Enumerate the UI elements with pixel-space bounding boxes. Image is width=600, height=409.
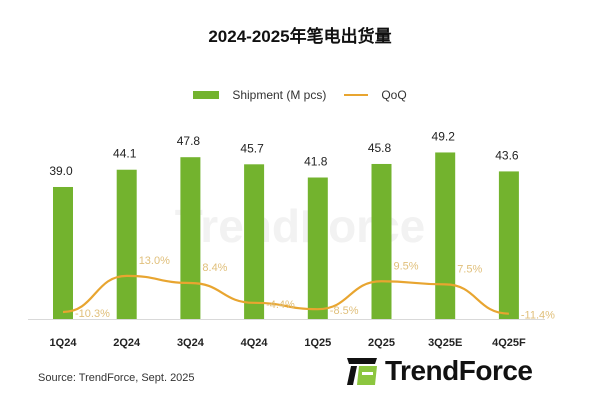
qoq-line bbox=[62, 274, 509, 315]
qoq-label-3Q25E: 7.5% bbox=[457, 263, 482, 275]
x-tick-4Q24: 4Q24 bbox=[241, 337, 269, 349]
x-tick-2Q25: 2Q25 bbox=[368, 337, 395, 349]
bar-label-4Q24: 45.7 bbox=[240, 141, 264, 155]
x-tick-2Q24: 2Q24 bbox=[113, 337, 141, 349]
bar-label-1Q24: 39.0 bbox=[49, 164, 73, 178]
bar-label-1Q25: 41.8 bbox=[304, 155, 328, 169]
legend-swatch-qoq bbox=[344, 94, 369, 96]
qoq-label-3Q24: 8.4% bbox=[202, 262, 227, 274]
bar-4Q25F bbox=[498, 171, 519, 319]
bar-2Q24 bbox=[116, 169, 137, 319]
legend-label-shipment: Shipment (M pcs) bbox=[232, 88, 327, 102]
qoq-label-1Q25: -8.5% bbox=[330, 305, 359, 317]
bar-1Q25 bbox=[307, 177, 328, 319]
source-note: Source: TrendForce, Sept. 2025 bbox=[38, 372, 195, 384]
x-tick-1Q24: 1Q24 bbox=[50, 337, 78, 349]
bar-label-3Q24: 47.8 bbox=[177, 134, 201, 148]
qoq-label-1Q24: -10.3% bbox=[75, 308, 110, 320]
x-tick-4Q25F: 4Q25F bbox=[492, 337, 526, 349]
qoq-label-4Q25F: -11.4% bbox=[521, 310, 555, 322]
x-tick-3Q24: 3Q24 bbox=[177, 337, 205, 349]
trendforce-logo-icon bbox=[347, 358, 377, 385]
legend-swatch-shipment bbox=[193, 91, 220, 99]
bar-4Q24 bbox=[244, 164, 265, 319]
qoq-label-4Q24: -4.4% bbox=[266, 299, 295, 311]
chart-title: 2024-2025年笔电出货量 bbox=[208, 27, 392, 46]
x-tick-1Q25: 1Q25 bbox=[304, 337, 331, 349]
bar-2Q25 bbox=[371, 163, 392, 319]
trendforce-logo: TrendForce bbox=[345, 355, 533, 387]
legend-label-qoq: QoQ bbox=[381, 88, 407, 102]
bar-label-4Q25F: 43.6 bbox=[495, 148, 519, 162]
qoq-label-2Q25: 9.5% bbox=[394, 260, 419, 272]
bar-label-2Q25: 45.8 bbox=[368, 141, 392, 155]
legend: Shipment (M pcs) QoQ bbox=[0, 88, 600, 102]
bar-3Q25E bbox=[435, 152, 456, 319]
bar-label-3Q25E: 49.2 bbox=[432, 129, 456, 143]
qoq-label-2Q24: 13.0% bbox=[139, 255, 170, 267]
logo-text: TrendForce bbox=[385, 355, 533, 386]
bar-label-2Q24: 44.1 bbox=[113, 147, 137, 161]
bar-3Q24 bbox=[180, 157, 201, 319]
x-tick-3Q25E: 3Q25E bbox=[428, 337, 462, 349]
bar-1Q24 bbox=[53, 186, 73, 319]
